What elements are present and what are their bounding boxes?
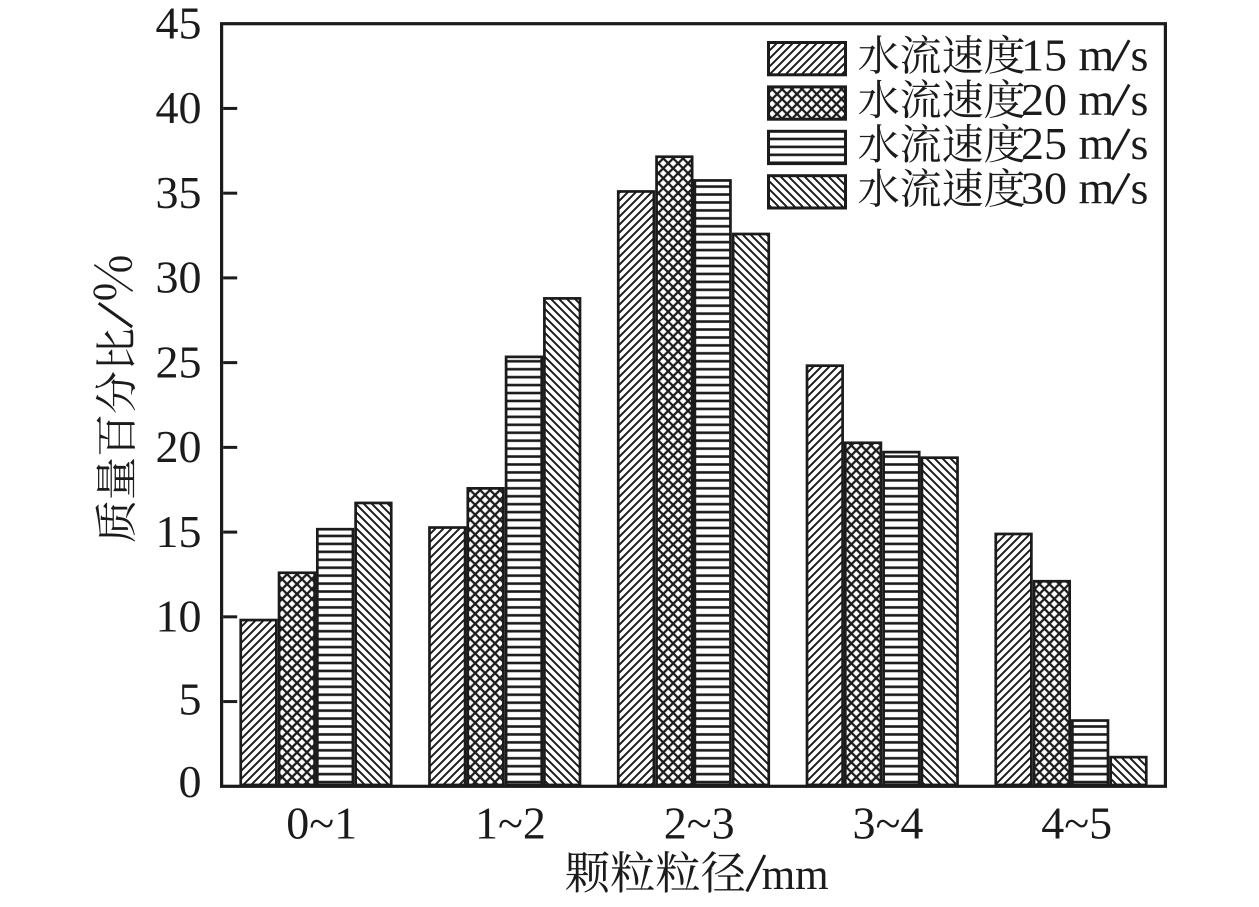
svg-text:25 m: 25 m (1021, 118, 1115, 169)
svg-text:s: s (1131, 163, 1149, 214)
svg-text:25: 25 (156, 336, 202, 387)
svg-text:20: 20 (156, 421, 202, 472)
svg-text:45: 45 (156, 0, 202, 48)
svg-text:10: 10 (156, 591, 202, 642)
svg-text:mm: mm (762, 852, 829, 899)
svg-text:s: s (1131, 74, 1149, 125)
svg-text:15 m: 15 m (1021, 29, 1115, 80)
svg-text:1~2: 1~2 (475, 798, 546, 849)
svg-text:15: 15 (156, 506, 202, 557)
svg-text:30 m: 30 m (1021, 163, 1115, 214)
svg-text:s: s (1131, 118, 1149, 169)
svg-text:0~1: 0~1 (286, 798, 357, 849)
svg-text:s: s (1131, 29, 1149, 80)
svg-text:0: 0 (179, 756, 202, 807)
svg-text:5: 5 (179, 674, 202, 725)
svg-text:4~5: 4~5 (1041, 798, 1112, 849)
svg-text:35: 35 (156, 167, 202, 218)
svg-text:30: 30 (156, 252, 202, 303)
svg-text:20 m: 20 m (1021, 74, 1115, 125)
svg-text:40: 40 (156, 82, 202, 133)
svg-text:3~4: 3~4 (853, 798, 924, 849)
svg-text:2~3: 2~3 (664, 798, 735, 849)
